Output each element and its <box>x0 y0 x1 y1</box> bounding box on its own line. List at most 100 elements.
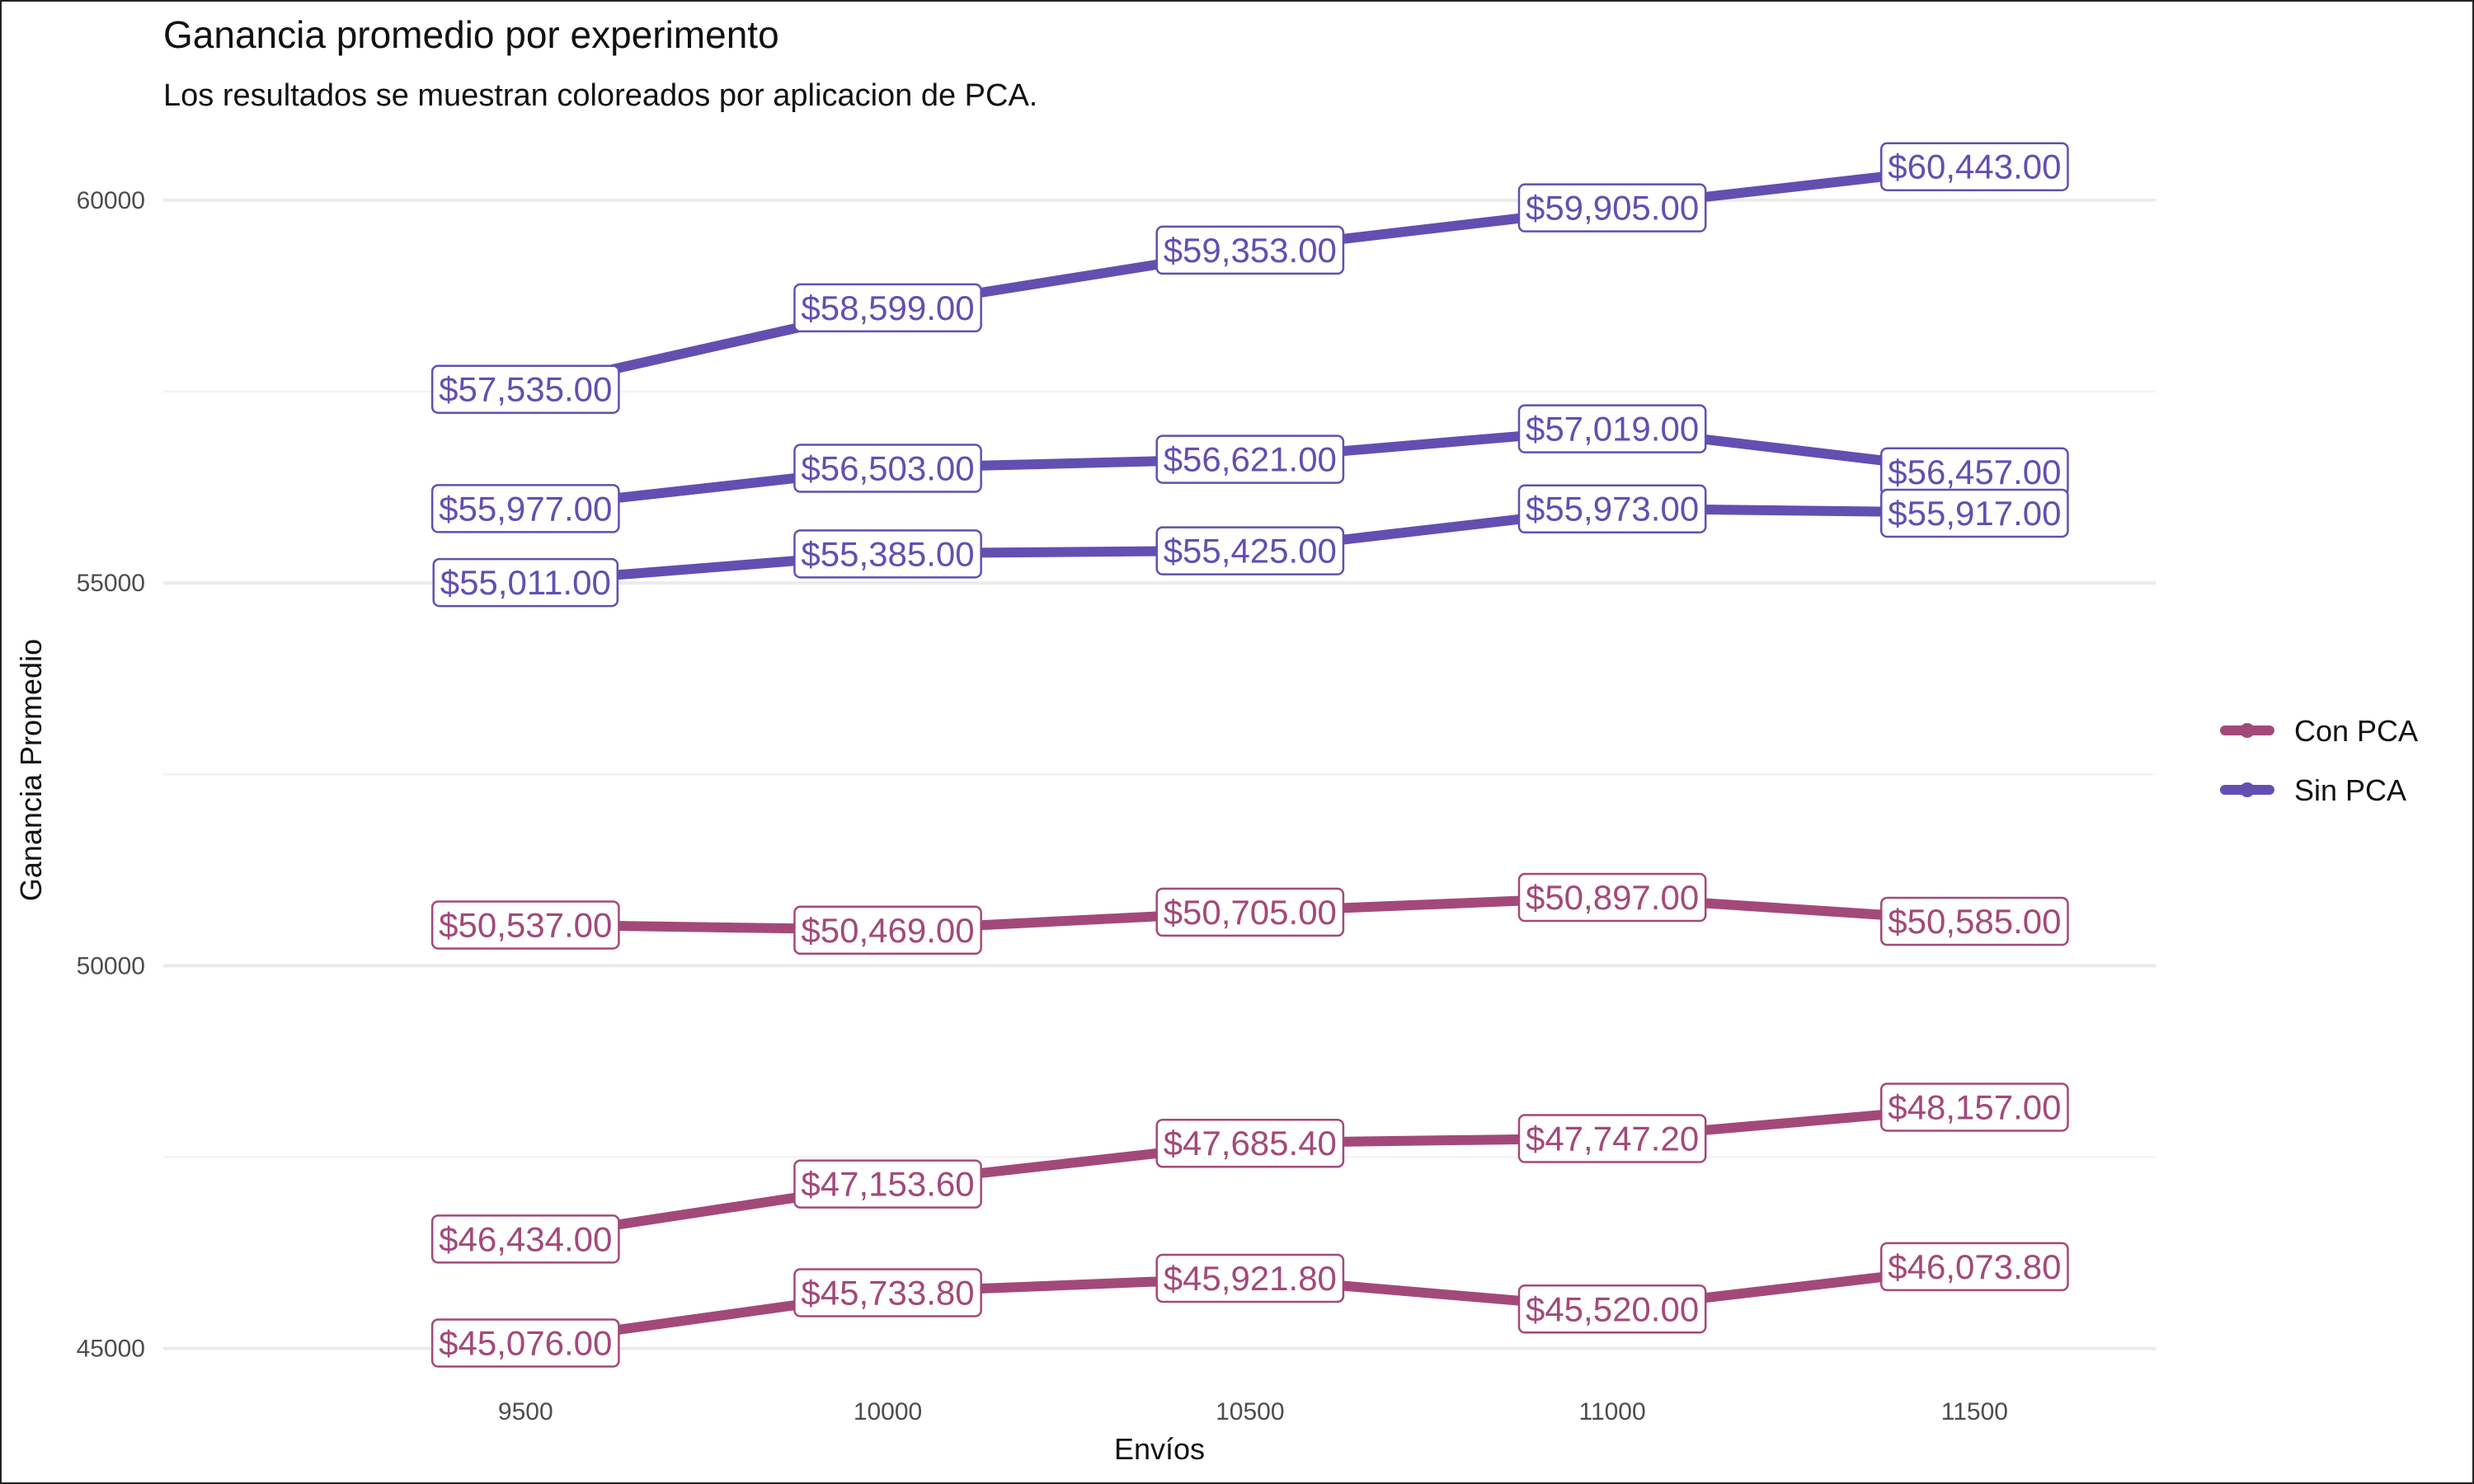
y-axis-ticks: 45000 50000 55000 60000 <box>77 187 145 1363</box>
y-tick-label: 60000 <box>77 187 145 214</box>
x-tick-label: 9500 <box>498 1398 553 1425</box>
data-label-box <box>1155 434 1345 484</box>
data-label-text: $50,537.00 <box>439 905 612 944</box>
data-label: $48,157.00 <box>1880 1082 2069 1132</box>
data-label-text: $46,073.80 <box>1888 1247 2061 1286</box>
data-label-text: $57,535.00 <box>439 370 612 409</box>
data-label-text: $60,443.00 <box>1888 148 2061 186</box>
x-tick-label: 10500 <box>1216 1398 1284 1425</box>
y-tick-label: 50000 <box>77 952 145 979</box>
data-label: $56,621.00 <box>1155 434 1345 484</box>
data-label: $45,733.80 <box>793 1268 982 1317</box>
data-label-box <box>1155 1118 1345 1168</box>
data-label: $47,153.60 <box>793 1159 982 1209</box>
chart-title: Ganancia promedio por experimento <box>163 13 779 56</box>
data-label-text: $50,469.00 <box>801 911 974 950</box>
data-label-box <box>1880 1242 2069 1292</box>
data-label-text: $50,585.00 <box>1888 902 2061 941</box>
data-label-text: $55,385.00 <box>801 534 974 573</box>
data-label-text: $55,973.00 <box>1526 490 1699 528</box>
data-label-box <box>430 364 620 414</box>
data-label: $55,425.00 <box>1155 526 1345 575</box>
legend-item: Con PCA <box>2220 714 2418 748</box>
data-label-text: $50,897.00 <box>1526 878 1699 917</box>
data-label-box <box>430 1214 620 1264</box>
data-label-box <box>1155 1253 1345 1303</box>
data-label: $55,973.00 <box>1517 484 1707 533</box>
data-label-box <box>1880 142 2069 191</box>
data-label: $55,917.00 <box>1880 488 2069 538</box>
y-tick-label: 55000 <box>77 570 145 597</box>
data-label-box <box>1880 896 2069 946</box>
data-label-text: $45,520.00 <box>1526 1289 1699 1328</box>
data-label: $58,599.00 <box>793 283 982 333</box>
data-label: $45,520.00 <box>1517 1284 1707 1334</box>
data-label-text: $59,353.00 <box>1164 231 1337 270</box>
data-label-box <box>1517 1284 1707 1334</box>
data-label-text: $47,747.20 <box>1526 1120 1699 1158</box>
data-label-text: $47,685.40 <box>1164 1124 1337 1162</box>
data-label: $59,353.00 <box>1155 225 1345 275</box>
data-label-box <box>793 905 982 956</box>
data-label-box <box>1517 404 1707 453</box>
data-label-box <box>1155 526 1345 575</box>
data-label: $56,503.00 <box>793 444 982 493</box>
data-label: $50,705.00 <box>1155 887 1345 937</box>
data-label: $55,385.00 <box>793 529 982 579</box>
data-label-box <box>1517 183 1707 232</box>
data-label-text: $45,733.80 <box>801 1273 974 1312</box>
data-label-text: $56,457.00 <box>1888 453 2061 491</box>
data-label-text: $45,076.00 <box>439 1324 612 1363</box>
data-label-text: $59,905.00 <box>1526 189 1699 228</box>
data-label: $50,469.00 <box>793 905 982 956</box>
data-label: $50,537.00 <box>430 900 620 950</box>
data-label-text: $50,705.00 <box>1164 893 1337 932</box>
data-label-box <box>793 1159 982 1209</box>
x-axis-title: Envíos <box>1114 1432 1205 1466</box>
y-tick-label: 45000 <box>77 1336 145 1363</box>
data-label: $50,897.00 <box>1517 872 1707 923</box>
data-label-box <box>1155 225 1345 275</box>
data-label-text: $58,599.00 <box>801 289 974 327</box>
data-label-box <box>432 557 619 608</box>
data-label: $50,585.00 <box>1880 896 2069 946</box>
legend-swatch-point <box>2240 723 2255 738</box>
data-label: $60,443.00 <box>1880 142 2069 191</box>
data-label-text: $57,019.00 <box>1526 410 1699 448</box>
x-axis-ticks: 9500 10000 10500 11000 11500 <box>498 1398 2008 1425</box>
data-label: $46,073.80 <box>1880 1242 2069 1292</box>
data-label-box <box>793 283 982 333</box>
data-label-text: $48,157.00 <box>1888 1087 2061 1126</box>
data-label-text: $56,621.00 <box>1164 440 1337 479</box>
data-label-text: $45,921.80 <box>1164 1259 1337 1298</box>
data-label-text: $55,917.00 <box>1888 494 2061 533</box>
data-label-box <box>793 1268 982 1317</box>
legend-item: Sin PCA <box>2220 773 2406 807</box>
chart-subtitle: Los resultados se muestran coloreados po… <box>163 78 1037 113</box>
data-label: $56,457.00 <box>1880 447 2069 497</box>
data-label-box <box>430 900 620 950</box>
x-tick-label: 11000 <box>1578 1398 1645 1425</box>
x-tick-label: 11500 <box>1941 1398 2008 1425</box>
data-label-box <box>1517 484 1707 533</box>
data-label-text: $55,977.00 <box>439 489 612 528</box>
data-label-box <box>793 529 982 579</box>
data-label-text: $47,153.60 <box>801 1165 974 1204</box>
data-label: $57,535.00 <box>430 364 620 414</box>
data-label-box <box>430 484 620 533</box>
data-label: $55,977.00 <box>430 484 620 533</box>
data-label: $57,019.00 <box>1517 404 1707 453</box>
data-label-text: $56,503.00 <box>801 449 974 488</box>
data-label-box <box>793 444 982 493</box>
data-label: $47,685.40 <box>1155 1118 1345 1168</box>
data-label-box <box>1880 1082 2069 1132</box>
data-label-layer: $57,535.00 $58,599.00 $59,353.00 $59,905.00… <box>430 142 2069 1368</box>
y-axis-title: Ganancia Promedio <box>14 639 48 901</box>
data-label-box <box>1155 887 1345 937</box>
legend-label: Con PCA <box>2294 714 2418 748</box>
data-label: $45,076.00 <box>430 1318 620 1368</box>
data-label-text: $46,434.00 <box>439 1219 612 1258</box>
data-label: $45,921.80 <box>1155 1253 1345 1303</box>
